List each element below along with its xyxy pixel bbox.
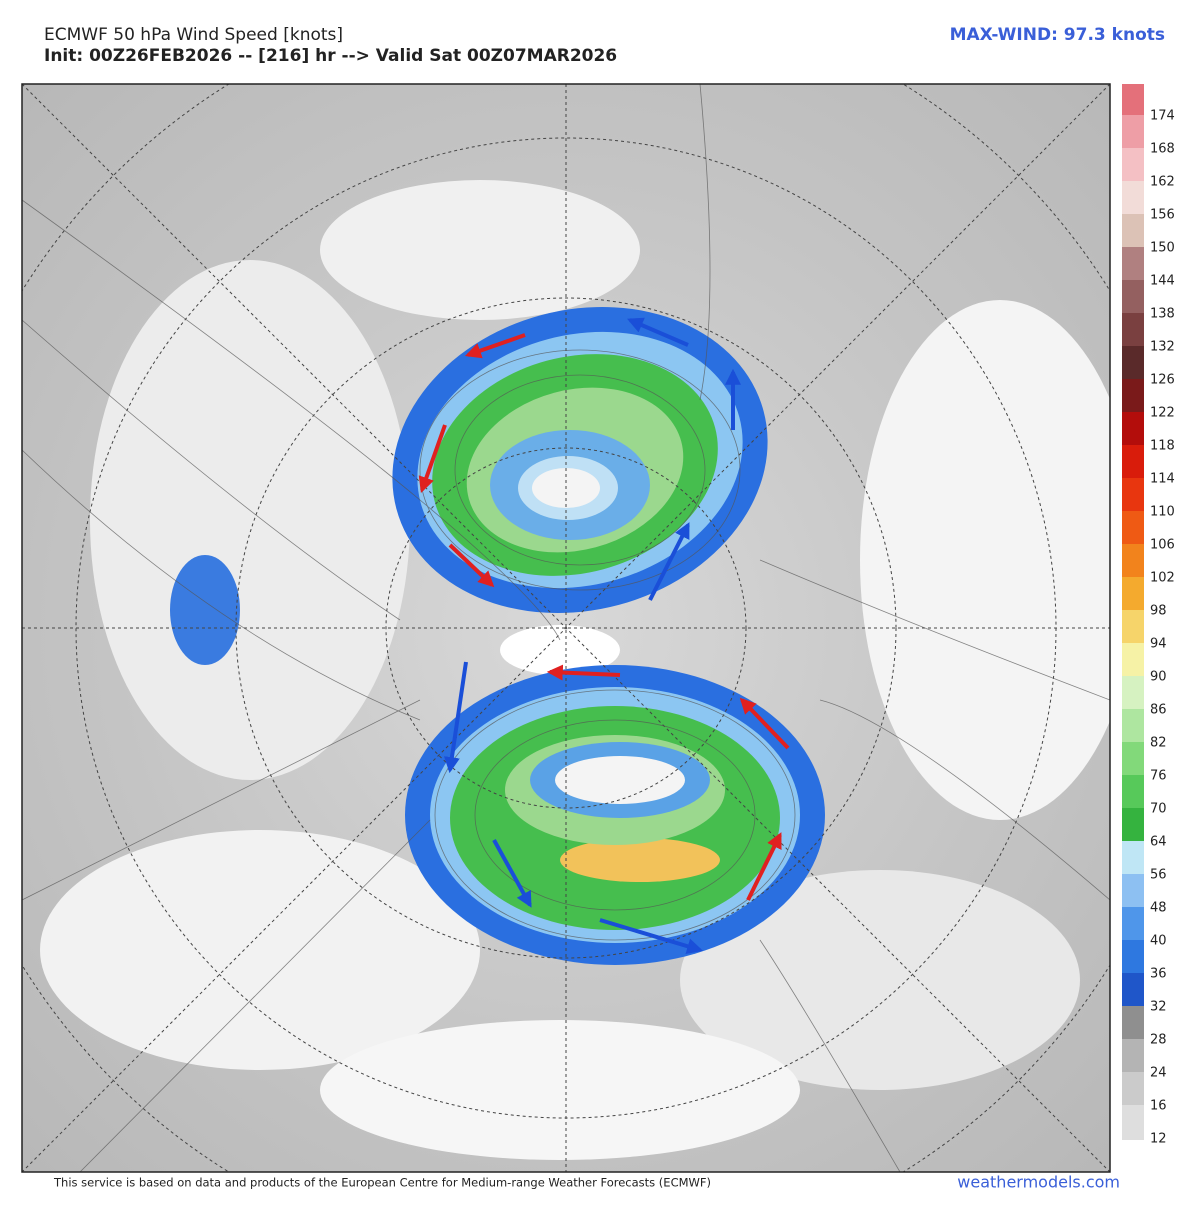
map-subtitle: Init: 00Z26FEB2026 -- [216] hr --> Valid… [44,46,617,66]
colorbar-label: 174 [1150,109,1175,124]
colorbar-segment [1122,775,1144,808]
footer-site: weathermodels.com [957,1173,1120,1192]
map-title: ECMWF 50 hPa Wind Speed [knots] [44,25,343,45]
colorbar-segment [1122,214,1144,247]
colorbar-label: 162 [1150,175,1175,190]
colorbar-label: 24 [1150,1066,1167,1081]
colorbar-label: 126 [1150,373,1175,388]
colorbar-segment [1122,1138,1144,1140]
colorbar-segment [1122,1039,1144,1072]
colorbar-label: 76 [1150,769,1167,784]
colorbar-label: 16 [1150,1099,1167,1114]
colorbar-segment [1122,313,1144,346]
max-wind: MAX-WIND: 97.3 knots [950,25,1165,45]
colorbar-segment [1122,808,1144,841]
colorbar-label: 12 [1150,1132,1167,1147]
colorbar-segment [1122,412,1144,445]
colorbar-segment [1122,544,1144,577]
colorbar-label: 82 [1150,736,1167,751]
colorbar-label: 110 [1150,505,1175,520]
colorbar-segment [1122,379,1144,412]
colorbar-segment [1122,181,1144,214]
colorbar-segment [1122,577,1144,610]
colorbar-label: 64 [1150,835,1167,850]
colorbar-label: 90 [1150,670,1167,685]
colorbar-label: 106 [1150,538,1175,553]
colorbar-label: 114 [1150,472,1175,487]
colorbar-segment [1122,907,1144,940]
colorbar: 12 16 24 28 32 36 40 48 56 64 70 76 82 86 90 94 98 102 106… [1122,84,1175,1147]
colorbar-label: 118 [1150,439,1175,454]
colorbar-segment [1122,742,1144,775]
colorbar-label: 156 [1150,208,1175,223]
colorbar-segment [1122,1105,1144,1138]
colorbar-label: 32 [1150,1000,1167,1015]
colorbar-label: 122 [1150,406,1175,421]
colorbar-label: 168 [1150,142,1175,157]
colorbar-segment [1122,874,1144,907]
colorbar-segment [1122,841,1144,874]
colorbar-label: 98 [1150,604,1167,619]
colorbar-segment [1122,247,1144,280]
colorbar-segment [1122,346,1144,379]
colorbar-segment [1122,1072,1144,1105]
colorbar-segment [1122,973,1144,1006]
colorbar-label: 36 [1150,967,1167,982]
footer-notice: This service is based on data and produc… [53,1176,711,1190]
colorbar-segment [1122,445,1144,478]
colorbar-segment [1122,676,1144,709]
colorbar-label: 94 [1150,637,1167,652]
map-frame [21,83,1111,1173]
colorbar-label: 102 [1150,571,1175,586]
colorbar-segment [1122,478,1144,511]
colorbar-label: 138 [1150,307,1175,322]
colorbar-label: 132 [1150,340,1175,355]
colorbar-label: 48 [1150,901,1167,916]
colorbar-label: 70 [1150,802,1167,817]
colorbar-segment [1122,709,1144,742]
colorbar-segment [1122,511,1144,544]
colorbar-segment [1122,610,1144,643]
colorbar-segment [1122,940,1144,973]
colorbar-segment [1122,280,1144,313]
colorbar-segment [1122,84,1144,115]
colorbar-label: 86 [1150,703,1167,718]
colorbar-segment [1122,643,1144,676]
colorbar-label: 150 [1150,241,1175,256]
colorbar-label: 56 [1150,868,1167,883]
colorbar-label: 144 [1150,274,1175,289]
colorbar-segment [1122,115,1144,148]
colorbar-segment [1122,1006,1144,1039]
colorbar-label: 40 [1150,934,1167,949]
colorbar-label: 28 [1150,1033,1167,1048]
colorbar-segment [1122,148,1144,181]
